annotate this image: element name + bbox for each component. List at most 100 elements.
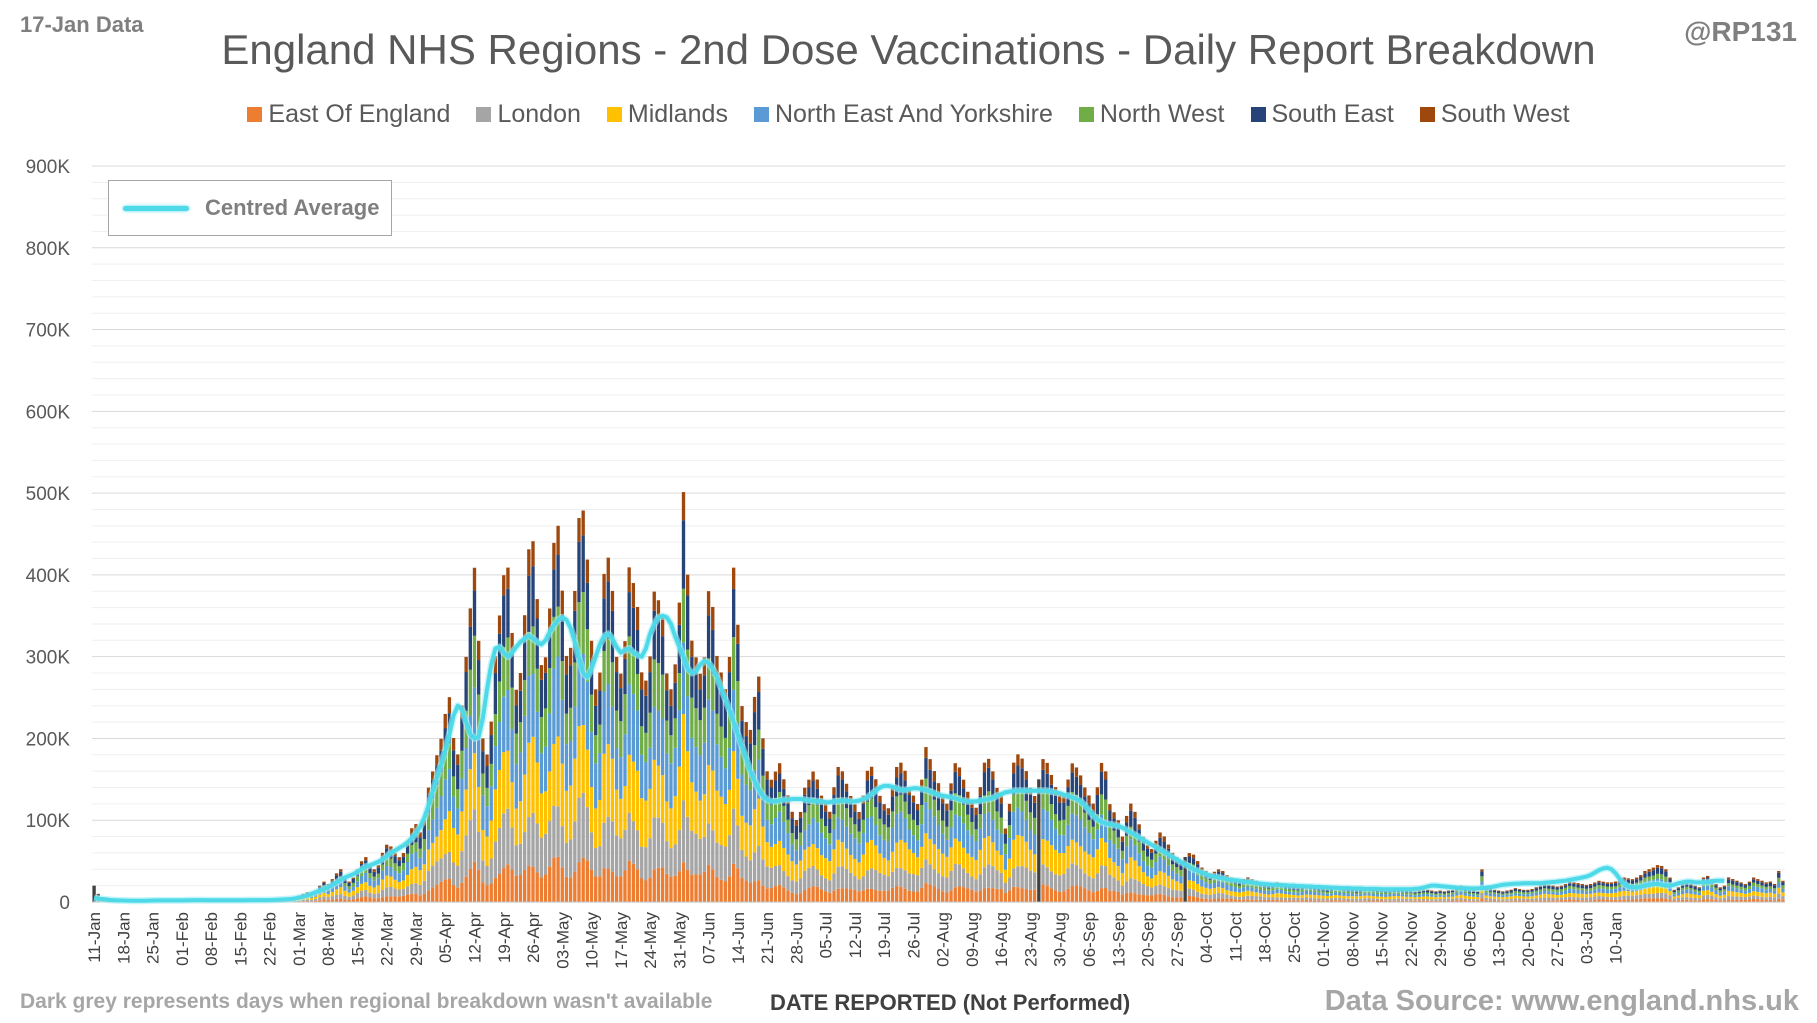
bar-segment <box>1070 813 1074 840</box>
bar-segment <box>757 846 761 881</box>
bar-segment <box>1630 895 1635 900</box>
bar-segment <box>1701 890 1706 896</box>
bar-segment <box>798 845 803 861</box>
bar-segment <box>410 828 414 835</box>
bar-segment <box>1400 894 1405 897</box>
bar-segment <box>1680 890 1685 895</box>
bar-segment <box>1593 883 1597 887</box>
bar-segment <box>602 691 606 754</box>
bar-segment <box>1484 892 1488 896</box>
bar-segment <box>1070 772 1074 792</box>
bar-segment <box>991 771 995 780</box>
bar-segment <box>372 880 376 888</box>
bar-segment <box>1108 858 1112 875</box>
bar-segment <box>1480 869 1484 872</box>
bar-segment <box>1175 873 1179 882</box>
bar-segment <box>1158 884 1162 894</box>
bar-segment <box>757 759 761 799</box>
bar-segment <box>1158 856 1162 872</box>
bar-segment <box>318 900 322 902</box>
bar-segment <box>1714 885 1718 888</box>
bar-segment <box>1405 894 1409 897</box>
bar-segment <box>1162 836 1166 842</box>
bar-segment <box>673 875 677 902</box>
centred-average-legend: Centred Average <box>108 180 392 236</box>
bar-segment <box>627 812 631 861</box>
bar-segment <box>1392 891 1396 894</box>
bar-segment <box>1392 896 1396 899</box>
bar-segment <box>1639 877 1643 881</box>
bar-segment <box>882 804 886 811</box>
bar-segment <box>1012 794 1016 812</box>
bar-segment <box>1731 880 1735 885</box>
bar-segment <box>1534 900 1538 902</box>
bar-segment <box>1718 895 1722 899</box>
bar-segment <box>339 880 343 888</box>
bar-segment <box>1442 892 1446 894</box>
bar-segment <box>1166 875 1171 889</box>
bar-segment <box>874 787 878 808</box>
bar-segment <box>1501 892 1505 894</box>
bar-segment <box>1772 885 1777 889</box>
bar-segment <box>355 876 360 882</box>
centred-average-line <box>93 613 1725 903</box>
bar-segment <box>727 656 732 673</box>
bar-segment <box>1028 812 1033 831</box>
bar-segment <box>1689 890 1693 894</box>
bar-segment <box>405 875 410 887</box>
bar-segment <box>1764 883 1768 887</box>
bar-segment <box>961 887 966 902</box>
bar-segment <box>1572 886 1576 890</box>
bar-segment <box>673 747 677 797</box>
x-tick-label: 31-May <box>670 912 689 969</box>
bar-segment <box>531 812 535 867</box>
bar-segment <box>1187 853 1191 857</box>
bar-segment <box>1609 893 1614 898</box>
bar-segment <box>640 798 644 847</box>
bar-segment <box>1099 762 1104 772</box>
bar-segment <box>401 880 406 889</box>
bar-segment <box>1731 896 1735 900</box>
bar-segment <box>443 879 447 902</box>
bar-segment <box>1028 889 1033 902</box>
bar-segment <box>853 858 857 877</box>
bar-segment <box>1396 898 1400 901</box>
bar-segment <box>928 839 932 865</box>
bar-segment <box>1517 898 1522 901</box>
bar-segment <box>694 708 698 747</box>
bar-segment <box>844 826 849 849</box>
bar-segment <box>861 876 865 891</box>
bar-segment <box>1384 900 1388 902</box>
bar-segment <box>481 882 485 902</box>
bar-segment <box>1154 853 1158 863</box>
bar-segment <box>878 818 882 836</box>
bar-segment <box>665 720 669 754</box>
bar-segment <box>485 766 489 788</box>
bar-segment <box>1325 891 1329 894</box>
bar-segment <box>1480 898 1484 902</box>
bar-segment <box>1501 893 1505 896</box>
bar-segment <box>715 744 719 791</box>
bar-segment <box>1710 891 1714 896</box>
bar-segment <box>1154 840 1158 846</box>
bar-segment <box>761 826 765 860</box>
bar-segment <box>514 705 518 734</box>
bar-segment <box>1522 896 1526 899</box>
bar-segment <box>1697 895 1701 899</box>
bar-segment <box>1722 886 1727 890</box>
bar-segment <box>744 722 748 737</box>
bar-segment <box>673 664 677 683</box>
bar-segment <box>1405 896 1409 899</box>
bar-segment <box>1756 879 1760 881</box>
bar-segment <box>890 811 895 828</box>
bar-segment <box>1070 839 1074 864</box>
bar-segment <box>1058 853 1062 876</box>
bar-segment <box>376 865 381 868</box>
bar-segment <box>1442 900 1446 902</box>
bar-segment <box>1421 898 1426 901</box>
bar-segment <box>961 868 966 888</box>
bar-segment <box>1476 897 1480 900</box>
x-tick-label: 11-Oct <box>1226 912 1245 962</box>
bar-segment <box>614 656 619 673</box>
bar-segment <box>493 714 498 747</box>
